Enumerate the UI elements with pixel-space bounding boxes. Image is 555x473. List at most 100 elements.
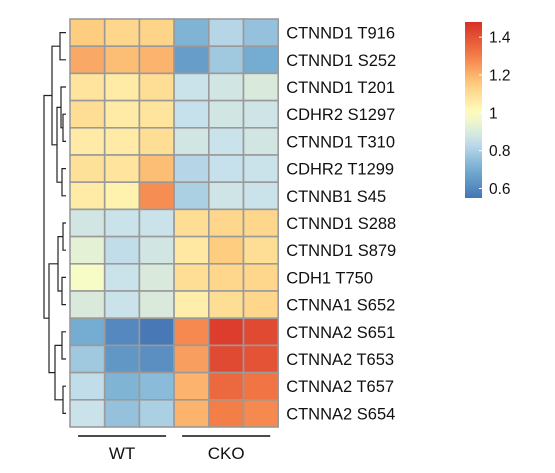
heatmap-cell [173,127,210,156]
dendrogram-branch [62,113,66,142]
row-label: CTNNA2 S651 [286,324,395,342]
heatmap-cell [208,398,245,428]
group-labels: WT CKO [78,435,271,463]
dendrogram-branch [61,331,66,360]
heatmap-cell [173,154,210,184]
heatmap-cell [138,235,175,265]
dendrogram-branch [59,32,66,61]
heatmap-cell [242,208,280,238]
row-label: CTNNA2 S654 [286,405,395,423]
heatmap-cell [103,317,141,347]
heatmap-cell [208,72,245,102]
row-label: CTNNA2 T653 [286,351,394,369]
color-legend-tick-label: 1.4 [489,30,511,47]
heatmap-cell [138,208,175,238]
heatmap-cell [103,72,141,102]
heatmap-cell [242,72,280,102]
heatmap-cell [208,371,245,401]
heatmap-cell [173,208,210,238]
heatmap-cell [173,235,210,265]
heatmap-cell [242,18,280,48]
color-legend: 1.4 1.2 1 0.8 0.6 [465,22,511,198]
heatmap-cell [173,398,210,428]
heatmap-cell [69,45,106,75]
heatmap-cell [138,398,175,428]
heatmap-cell [69,127,106,156]
heatmap-cell [69,262,106,292]
dendrogram-branch [62,385,66,414]
heatmap-cell [173,45,210,75]
row-label: CTNND1 S252 [286,52,396,70]
row-label: CDH1 T750 [286,269,373,287]
heatmap-cell [103,181,141,211]
heatmap-cell [103,154,141,184]
row-label: CTNND1 T310 [286,133,395,151]
heatmap-cell [208,208,245,238]
heatmap-cell [208,317,245,347]
heatmap-cell [69,235,106,265]
heatmap-cell [242,181,280,211]
color-legend-tick-label: 1.2 [489,67,511,84]
row-label: CTNNA2 T657 [286,378,394,396]
heatmap-cell [103,371,141,401]
row-label: CTNNA1 S652 [286,297,395,315]
heatmap-cell [138,262,175,292]
row-label: CTNND1 S288 [286,215,396,233]
heatmap-cell [242,154,280,184]
color-legend-tick-label: 1 [489,105,498,122]
heatmap-cell [138,99,175,129]
heatmap-cell [69,181,106,211]
heatmap-cell [208,45,245,75]
heatmap-cell [138,344,175,374]
row-label: CDHR2 T1299 [286,161,394,179]
heatmap-cell [69,290,106,320]
row-label: CTNND1 T916 [286,25,395,43]
heatmap-cell [242,317,280,347]
heatmap-cell [138,371,175,401]
heatmap-cell [242,290,280,320]
heatmap-cell [242,371,280,401]
row-label: CDHR2 S1297 [286,106,395,124]
heatmap-cell [103,262,141,292]
heatmap-cell [242,344,280,374]
heatmap-cell [242,45,280,75]
heatmap-cell [242,398,280,428]
color-legend-tick-label: 0.8 [489,143,511,160]
heatmap-cell [69,72,106,102]
heatmap-cell [103,99,141,129]
heatmap-cell [103,290,141,320]
heatmap-cell [242,262,280,292]
heatmap-cell [208,344,245,374]
heatmap-cell [103,235,141,265]
heatmap-cell [138,317,175,347]
heatmap-cell [103,127,141,156]
heatmap-cell [242,99,280,129]
heatmap-cell [138,72,175,102]
row-dendrogram [43,32,66,414]
heatmap-cell [173,99,210,129]
heatmap-cell [69,344,106,374]
color-legend-tick-label: 0.6 [489,181,511,198]
heatmap-cell [242,235,280,265]
heatmap-cell [69,154,106,184]
heatmap-cell [69,18,106,48]
heatmap-cell [138,45,175,75]
heatmap-cell [173,181,210,211]
heatmap-cell [173,371,210,401]
heatmap-cell [138,154,175,184]
dendrogram-branch [61,168,66,197]
heatmap-cell [208,181,245,211]
heatmap-cell [103,18,141,48]
heatmap-cell [173,344,210,374]
heatmap-cell [242,127,280,156]
heatmap-cell [103,344,141,374]
heatmap-cell [173,18,210,48]
heatmap-cell [103,398,141,428]
row-labels: CTNND1 T916 CTNND1 S252 CTNND1 T201 CDHR2 S… [286,25,396,424]
heatmap-cell [138,127,175,156]
heatmap-cell [208,235,245,265]
heatmap-cell [208,18,245,48]
heatmap-cell [69,317,106,347]
row-label: CTNND1 T201 [286,79,395,97]
heatmap-cell [69,371,106,401]
